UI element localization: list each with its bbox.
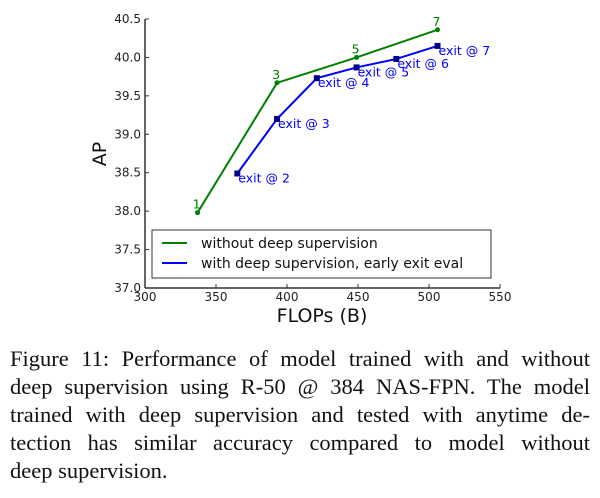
data-point [313, 75, 320, 82]
y-tick-label: 38.5 [114, 166, 141, 180]
point-label: exit @ 7 [439, 43, 491, 58]
x-tick-label: 550 [489, 290, 512, 304]
y-tick-label: 37.0 [114, 281, 141, 295]
series-line [196, 28, 438, 214]
data-point [354, 54, 360, 60]
point-label: 7 [433, 14, 441, 29]
data-point [195, 210, 201, 216]
data-point [274, 115, 281, 122]
point-label: exit @ 2 [238, 170, 290, 185]
caption-line: deep supervision using R-50 @ 384 NAS-FP… [10, 374, 590, 399]
caption-line: Figure 11: Performance of model trained … [10, 346, 590, 371]
data-point [435, 27, 441, 33]
point-label: exit @ 4 [318, 75, 370, 90]
x-tick-label: 300 [134, 290, 157, 304]
y-axis-label: AP [89, 142, 111, 166]
y-tick-label: 39.5 [114, 89, 141, 103]
x-tick-label: 450 [347, 290, 370, 304]
point-label: exit @ 5 [358, 64, 410, 79]
legend-label: without deep supervision [201, 236, 378, 252]
point-label: 1 [193, 197, 201, 212]
x-tick-label: 500 [418, 290, 441, 304]
data-point [434, 42, 441, 49]
legend-box [151, 229, 492, 279]
y-tick-label: 40.0 [114, 50, 141, 64]
chart: 300 350 400 450 500 550 37.0 37.5 38.0 38.5 39.0 39… [89, 12, 512, 327]
x-axis-label: FLOPs (B) [277, 305, 368, 327]
series-line [236, 44, 438, 175]
point-label: exit @ 3 [278, 116, 330, 131]
y-tick-label: 37.5 [114, 243, 141, 257]
data-point [393, 55, 400, 62]
caption-line: deep supervision. [10, 458, 168, 483]
y-tick-label: 40.5 [114, 12, 141, 26]
x-tick-label: 350 [205, 290, 228, 304]
point-label: 3 [272, 67, 280, 82]
data-point [234, 170, 241, 177]
caption-line: tection has similar accuracy compared to… [10, 430, 590, 455]
point-label: 5 [352, 41, 360, 56]
x-tick-label: 400 [276, 290, 299, 304]
point-label: exit @ 6 [397, 56, 449, 71]
data-point [353, 64, 360, 71]
data-point [274, 80, 280, 86]
legend-label: with deep supervision, early exit eval [201, 256, 463, 272]
caption-line: trained with deep supervision and tested… [10, 402, 590, 427]
y-tick-label: 39.0 [114, 127, 141, 141]
figure-caption: Figure 11: Performance of model trained … [10, 345, 590, 485]
y-tick-label: 38.0 [114, 204, 141, 218]
